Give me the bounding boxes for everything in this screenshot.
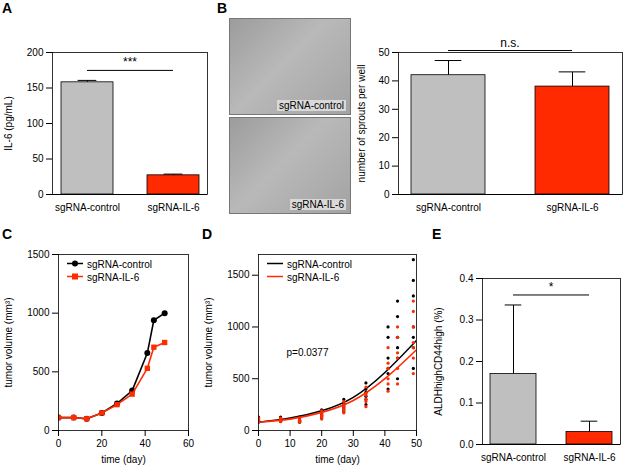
svg-text:0.0: 0.0 (460, 439, 474, 450)
svg-text:sgRNA-control: sgRNA-control (55, 202, 120, 213)
html-text:A: A (2, 0, 13, 16)
svg-text:10: 10 (378, 160, 390, 171)
svg-text:***: *** (123, 55, 137, 69)
svg-text:0.4: 0.4 (460, 273, 474, 284)
svg-text:50: 50 (378, 47, 390, 58)
svg-text:sgRNA-control: sgRNA-control (416, 202, 481, 213)
svg-text:sgRNA-IL-6: sgRNA-IL-6 (563, 452, 616, 463)
svg-text:sgRNA-IL-6: sgRNA-IL-6 (546, 202, 599, 213)
svg-text:500: 500 (33, 366, 50, 377)
svg-text:0.3: 0.3 (460, 314, 474, 325)
svg-text:ALDHhighCD44high (%): ALDHhighCD44high (%) (433, 307, 444, 415)
svg-text:60: 60 (183, 438, 195, 449)
svg-text:40: 40 (378, 75, 390, 86)
svg-text:1500: 1500 (227, 269, 250, 280)
html-text:sgRNA-IL-6: sgRNA-IL-6 (287, 272, 340, 283)
html-text:sgRNA-control: sgRNA-control (279, 100, 344, 111)
svg-text:0.1: 0.1 (460, 397, 474, 408)
svg-text:sgRNA-control: sgRNA-control (481, 452, 546, 463)
svg-text:40: 40 (140, 438, 152, 449)
svg-text:p=0.0377: p=0.0377 (287, 347, 329, 358)
html-text:sgRNA-IL-6: sgRNA-IL-6 (291, 199, 344, 210)
svg-text:time (day): time (day) (315, 454, 359, 465)
svg-text:0: 0 (56, 438, 62, 449)
svg-text:0: 0 (44, 425, 50, 436)
svg-text:50: 50 (32, 153, 44, 164)
svg-text:200: 200 (27, 47, 44, 58)
svg-text:100: 100 (27, 118, 44, 129)
svg-text:40: 40 (379, 438, 391, 449)
svg-text:0: 0 (384, 189, 390, 200)
svg-text:150: 150 (27, 82, 44, 93)
svg-text:n.s.: n.s. (500, 36, 519, 50)
html-text:D: D (202, 226, 213, 242)
svg-text:time (day): time (day) (101, 454, 145, 465)
svg-text:50: 50 (411, 438, 423, 449)
svg-text:1500: 1500 (27, 249, 50, 260)
html-text:sgRNA-control: sgRNA-control (287, 259, 352, 270)
svg-text:0: 0 (38, 189, 44, 200)
svg-text:0.2: 0.2 (460, 356, 474, 367)
svg-text:number of sprouts per well: number of sprouts per well (356, 65, 367, 183)
svg-text:1000: 1000 (227, 321, 250, 332)
svg-text:tumor volume (mm³): tumor volume (mm³) (3, 297, 14, 387)
svg-text:30: 30 (378, 104, 390, 115)
svg-text:IL-6 (pg/mL): IL-6 (pg/mL) (3, 96, 14, 150)
svg-text:30: 30 (348, 438, 360, 449)
svg-text:0: 0 (256, 438, 262, 449)
svg-text:500: 500 (233, 373, 250, 384)
svg-text:0: 0 (244, 425, 250, 436)
svg-text:20: 20 (96, 438, 108, 449)
html-text:B: B (217, 0, 228, 16)
svg-text:tumor volume (mm³): tumor volume (mm³) (203, 297, 214, 387)
html-text:sgRNA-IL-6: sgRNA-IL-6 (87, 272, 140, 283)
svg-text:*: * (549, 280, 554, 294)
svg-text:20: 20 (316, 438, 328, 449)
html-text:C: C (2, 226, 13, 242)
svg-text:20: 20 (378, 132, 390, 143)
html-text:E: E (432, 226, 442, 242)
svg-text:1000: 1000 (27, 307, 50, 318)
svg-text:10: 10 (285, 438, 297, 449)
html-text:sgRNA-control: sgRNA-control (87, 259, 152, 270)
svg-text:sgRNA-IL-6: sgRNA-IL-6 (147, 202, 200, 213)
